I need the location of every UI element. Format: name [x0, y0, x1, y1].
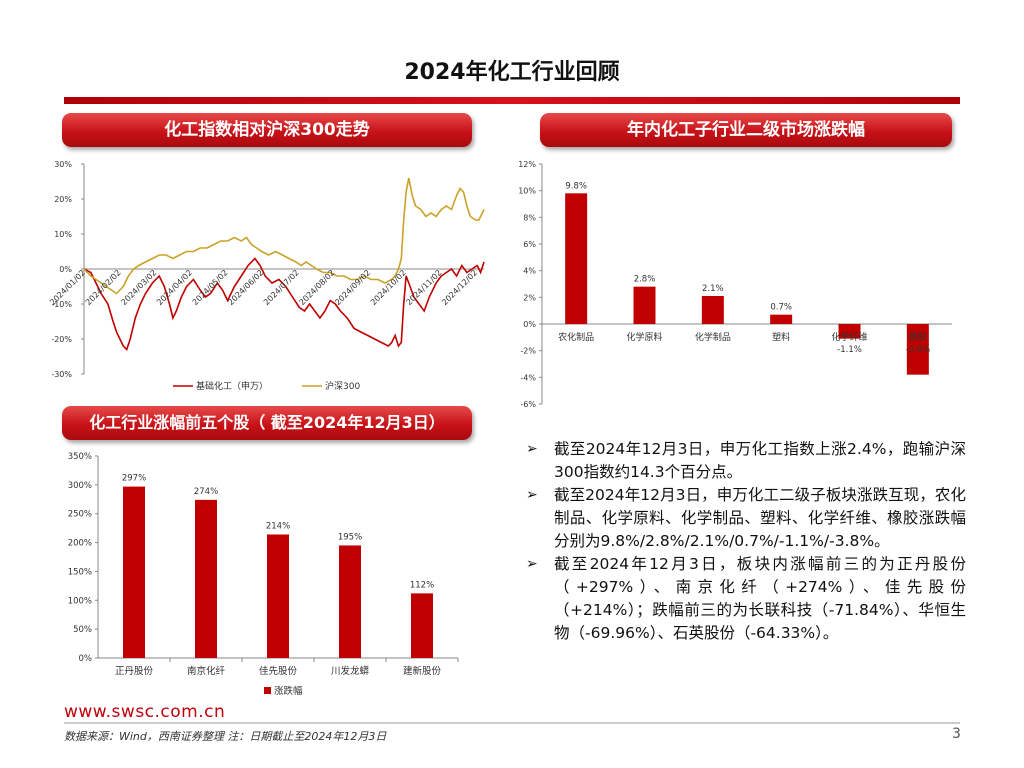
data-label: 112% — [410, 580, 434, 590]
series-line-chemical — [83, 257, 485, 352]
y-tick-label: 0% — [79, 654, 93, 664]
y-tick-label: 0% — [523, 320, 536, 329]
x-tick-label: 佳先股份 — [259, 665, 298, 677]
bar — [770, 314, 793, 324]
x-tick-label: 农化制品 — [558, 331, 594, 343]
top-five-bar-chart: 350% 300% 250% 200% 150% 100% 50% 0% 297% 正丹股份 274… — [68, 452, 459, 697]
x-tick-label: 2024/09/02 — [333, 268, 372, 307]
x-tick-label: 化学制品 — [695, 331, 731, 343]
page-title: 2024年化工行业回顾 — [404, 60, 620, 85]
bar — [267, 534, 289, 658]
bar — [633, 286, 656, 324]
y-tick-label: 10% — [54, 230, 72, 239]
y-tick-label: -6% — [520, 400, 536, 409]
legend-label: 涨跌幅 — [274, 685, 303, 697]
y-tick-label: -2% — [520, 347, 536, 356]
y-tick-label: 20% — [54, 195, 72, 204]
x-tick-label: 化学原料 — [626, 331, 662, 343]
y-tick-label: 8% — [523, 213, 536, 222]
banner-index-trend: 化工指数相对沪深300走势 — [62, 113, 472, 147]
x-tick-label: 橡胶 — [909, 331, 927, 343]
data-label: 195% — [338, 532, 362, 542]
x-tick-label: 南京化纤 — [187, 665, 226, 677]
bullet-text: 截至2024年12月3日，板块内涨幅前三的为正丹股份（+297%）、南京化纤（+… — [554, 555, 966, 642]
bar — [411, 593, 433, 658]
data-label: 297% — [122, 474, 146, 484]
y-tick-label: -10% — [51, 300, 72, 309]
y-tick-label: -20% — [51, 335, 72, 344]
y-tick-label: 30% — [54, 160, 72, 169]
y-tick-label: 0% — [59, 265, 72, 274]
arrow-bullet-icon: ➢ — [526, 487, 538, 503]
x-tick-label: 2024/03/02 — [119, 268, 158, 307]
y-tick-label: 350% — [68, 452, 92, 462]
data-label: -1.1% — [837, 345, 862, 355]
bullet-item: ➢ 截至2024年12月3日，申万化工指数上涨2.4%，跑输沪深300指数约14… — [526, 438, 966, 484]
y-tick-label: 6% — [523, 240, 536, 249]
y-tick-label: 2% — [523, 293, 536, 302]
y-tick-label: 100% — [68, 596, 92, 606]
data-label: 2.1% — [702, 284, 724, 294]
series-line-csi300 — [83, 177, 485, 295]
bullet-item: ➢ 截至2024年12月3日，板块内涨幅前三的为正丹股份（+297%）、南京化纤… — [526, 553, 966, 645]
bar — [701, 296, 724, 324]
page-number: 3 — [952, 726, 961, 742]
sub-industry-bar-chart: 12% 10% 8% 6% 4% 2% 0% -2% -4% -6% 农化制品 9.8% 化学原料 2.8… — [518, 160, 952, 409]
x-tick-label: 化学纤维 — [831, 331, 867, 343]
bar — [195, 499, 217, 658]
y-tick-label: 12% — [518, 160, 536, 169]
y-tick-label: 300% — [68, 481, 92, 491]
legend-swatch — [264, 687, 271, 694]
data-label: 0.7% — [770, 303, 792, 313]
data-label: -3.8% — [905, 345, 930, 355]
legend-label-chemical: 基础化工（申万） — [196, 380, 268, 392]
data-label: 2.8% — [634, 275, 656, 285]
x-tick-label: 塑料 — [772, 331, 790, 343]
y-tick-label: 50% — [73, 625, 92, 635]
legend-label-csi300: 沪深300 — [325, 380, 360, 392]
arrow-bullet-icon: ➢ — [526, 441, 538, 457]
y-tick-label: 10% — [518, 187, 536, 196]
bar — [906, 324, 929, 375]
x-tick-label: 2024/12/02 — [440, 268, 479, 307]
bullet-list: ➢ 截至2024年12月3日，申万化工指数上涨2.4%，跑输沪深300指数约14… — [526, 438, 966, 645]
x-tick-label: 2024/05/02 — [191, 268, 230, 307]
bar — [123, 486, 145, 658]
data-label: 9.8% — [565, 181, 587, 191]
bar — [838, 324, 861, 339]
banner-top-five: 化工行业涨幅前五个股（ 截至2024年12月3日） — [62, 406, 472, 440]
x-tick-label: 川发龙蟒 — [331, 665, 370, 677]
x-tick-label: 2024/10/02 — [369, 268, 408, 307]
footer-divider — [64, 722, 960, 724]
y-tick-label: 250% — [68, 510, 92, 520]
bullet-text: 截至2024年12月3日，申万化工指数上涨2.4%，跑输沪深300指数约14.3… — [554, 440, 966, 481]
x-tick-label: 2024/04/02 — [155, 268, 194, 307]
y-tick-label: -30% — [51, 370, 72, 379]
y-tick-label: 200% — [68, 539, 92, 549]
data-label: 214% — [266, 521, 290, 531]
website-link[interactable]: www.swsc.com.cn — [64, 702, 226, 722]
line-chart: 30%20%10%0%-10%-20%-30%2024/01/022024/02… — [48, 160, 485, 392]
data-label: 274% — [194, 487, 218, 497]
bullet-item: ➢ 截至2024年12月3日，申万化工二级子板块涨跌互现，农化制品、化学原料、化… — [526, 484, 966, 553]
y-tick-label: -4% — [520, 373, 536, 382]
banner-sub-industry: 年内化工子行业二级市场涨跌幅 — [540, 113, 952, 147]
x-tick-label: 正丹股份 — [115, 665, 154, 677]
x-tick-label: 2024/06/02 — [226, 268, 265, 307]
data-source-note: 数据来源：Wind，西南证券整理 注：日期截止至2024年12月3日 — [64, 730, 387, 743]
arrow-bullet-icon: ➢ — [526, 556, 538, 572]
title-divider-bar — [64, 97, 960, 104]
y-tick-label: 150% — [68, 567, 92, 577]
y-tick-label: 4% — [523, 267, 536, 276]
bar — [565, 193, 588, 324]
bar — [339, 545, 361, 658]
x-tick-label: 建新股份 — [403, 665, 442, 677]
bullet-text: 截至2024年12月3日，申万化工二级子板块涨跌互现，农化制品、化学原料、化学制… — [554, 486, 966, 550]
